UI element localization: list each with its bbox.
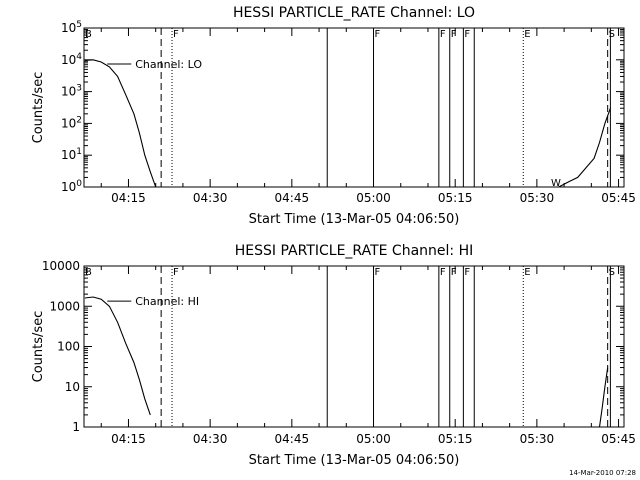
y-tick-label: 104 <box>61 52 82 67</box>
y-tick-label: 102 <box>61 115 82 130</box>
x-tick-label: 05:15 <box>438 191 473 205</box>
y-tick-label: 10 <box>65 380 80 394</box>
event-marker-label: F <box>375 29 381 40</box>
x-tick-label: 05:45 <box>601 191 636 205</box>
x-tick-label: 05:30 <box>520 191 555 205</box>
series-line <box>84 59 157 188</box>
series-line <box>558 108 611 188</box>
y-tick-label: 100 <box>61 179 82 194</box>
plot-frame <box>83 265 625 428</box>
plot-frame <box>83 27 625 188</box>
chart-panel-hi: HESSI PARTICLE_RATE Channel: HI 04:15 04:3… <box>31 243 636 468</box>
y-tick-label: 105 <box>61 20 82 35</box>
y-tick-label: 1000 <box>49 299 80 313</box>
event-marker-label: S <box>609 29 615 40</box>
y-axis-label: Counts/sec <box>31 72 46 144</box>
x-tick-label: 04:15 <box>111 191 146 205</box>
event-marker-label: F <box>464 267 470 278</box>
x-tick-label: 05:30 <box>520 432 555 446</box>
event-marker-label: F <box>173 29 179 40</box>
event-marker-label: B <box>85 267 92 278</box>
legend-label: Channel: LO <box>135 58 202 71</box>
y-tick-label: 100 <box>57 340 80 354</box>
event-marker-label: E <box>524 29 530 40</box>
x-tick-label: 05:00 <box>356 191 391 205</box>
event-marker-label: F <box>173 267 179 278</box>
chart-title: HESSI PARTICLE_RATE Channel: HI <box>235 243 473 259</box>
event-marker-label: F <box>464 29 470 40</box>
x-tick-label: 05:15 <box>438 432 473 446</box>
event-marker-label: F <box>451 29 457 40</box>
event-marker-label: B <box>85 29 92 40</box>
x-tick-label: 04:45 <box>275 191 310 205</box>
y-tick-label: 10000 <box>42 259 80 273</box>
series-line <box>598 367 609 428</box>
x-tick-label: 04:45 <box>275 432 310 446</box>
y-tick-label: 103 <box>61 84 82 99</box>
x-tick-label: 05:45 <box>601 432 636 446</box>
chart-panel-lo: HESSI PARTICLE_RATE Channel: LO 04:15 04:3… <box>31 5 636 227</box>
event-marker-label: F <box>440 267 446 278</box>
series-line <box>84 296 151 416</box>
event-marker-label: F <box>451 267 457 278</box>
event-marker-label: F <box>375 267 381 278</box>
x-axis-label: Start Time (13-Mar-05 04:06:50) <box>249 212 460 227</box>
y-tick-label: 1 <box>72 420 80 434</box>
footer-timestamp: 14-Mar-2010 07:28 <box>569 469 636 477</box>
chart-title: HESSI PARTICLE_RATE Channel: LO <box>233 5 475 21</box>
y-tick-label: 101 <box>61 147 82 162</box>
legend-label: Channel: HI <box>135 295 199 308</box>
event-marker-label: F <box>440 29 446 40</box>
event-marker-label: S <box>609 267 615 278</box>
x-tick-label: 04:15 <box>111 432 146 446</box>
x-tick-label: 04:30 <box>193 432 228 446</box>
y-axis-label: Counts/sec <box>31 311 46 383</box>
event-marker-label: W <box>551 178 561 189</box>
x-tick-label: 05:00 <box>356 432 391 446</box>
x-axis-label: Start Time (13-Mar-05 04:06:50) <box>249 453 460 468</box>
x-tick-label: 04:30 <box>193 191 228 205</box>
event-marker-label: E <box>524 267 530 278</box>
